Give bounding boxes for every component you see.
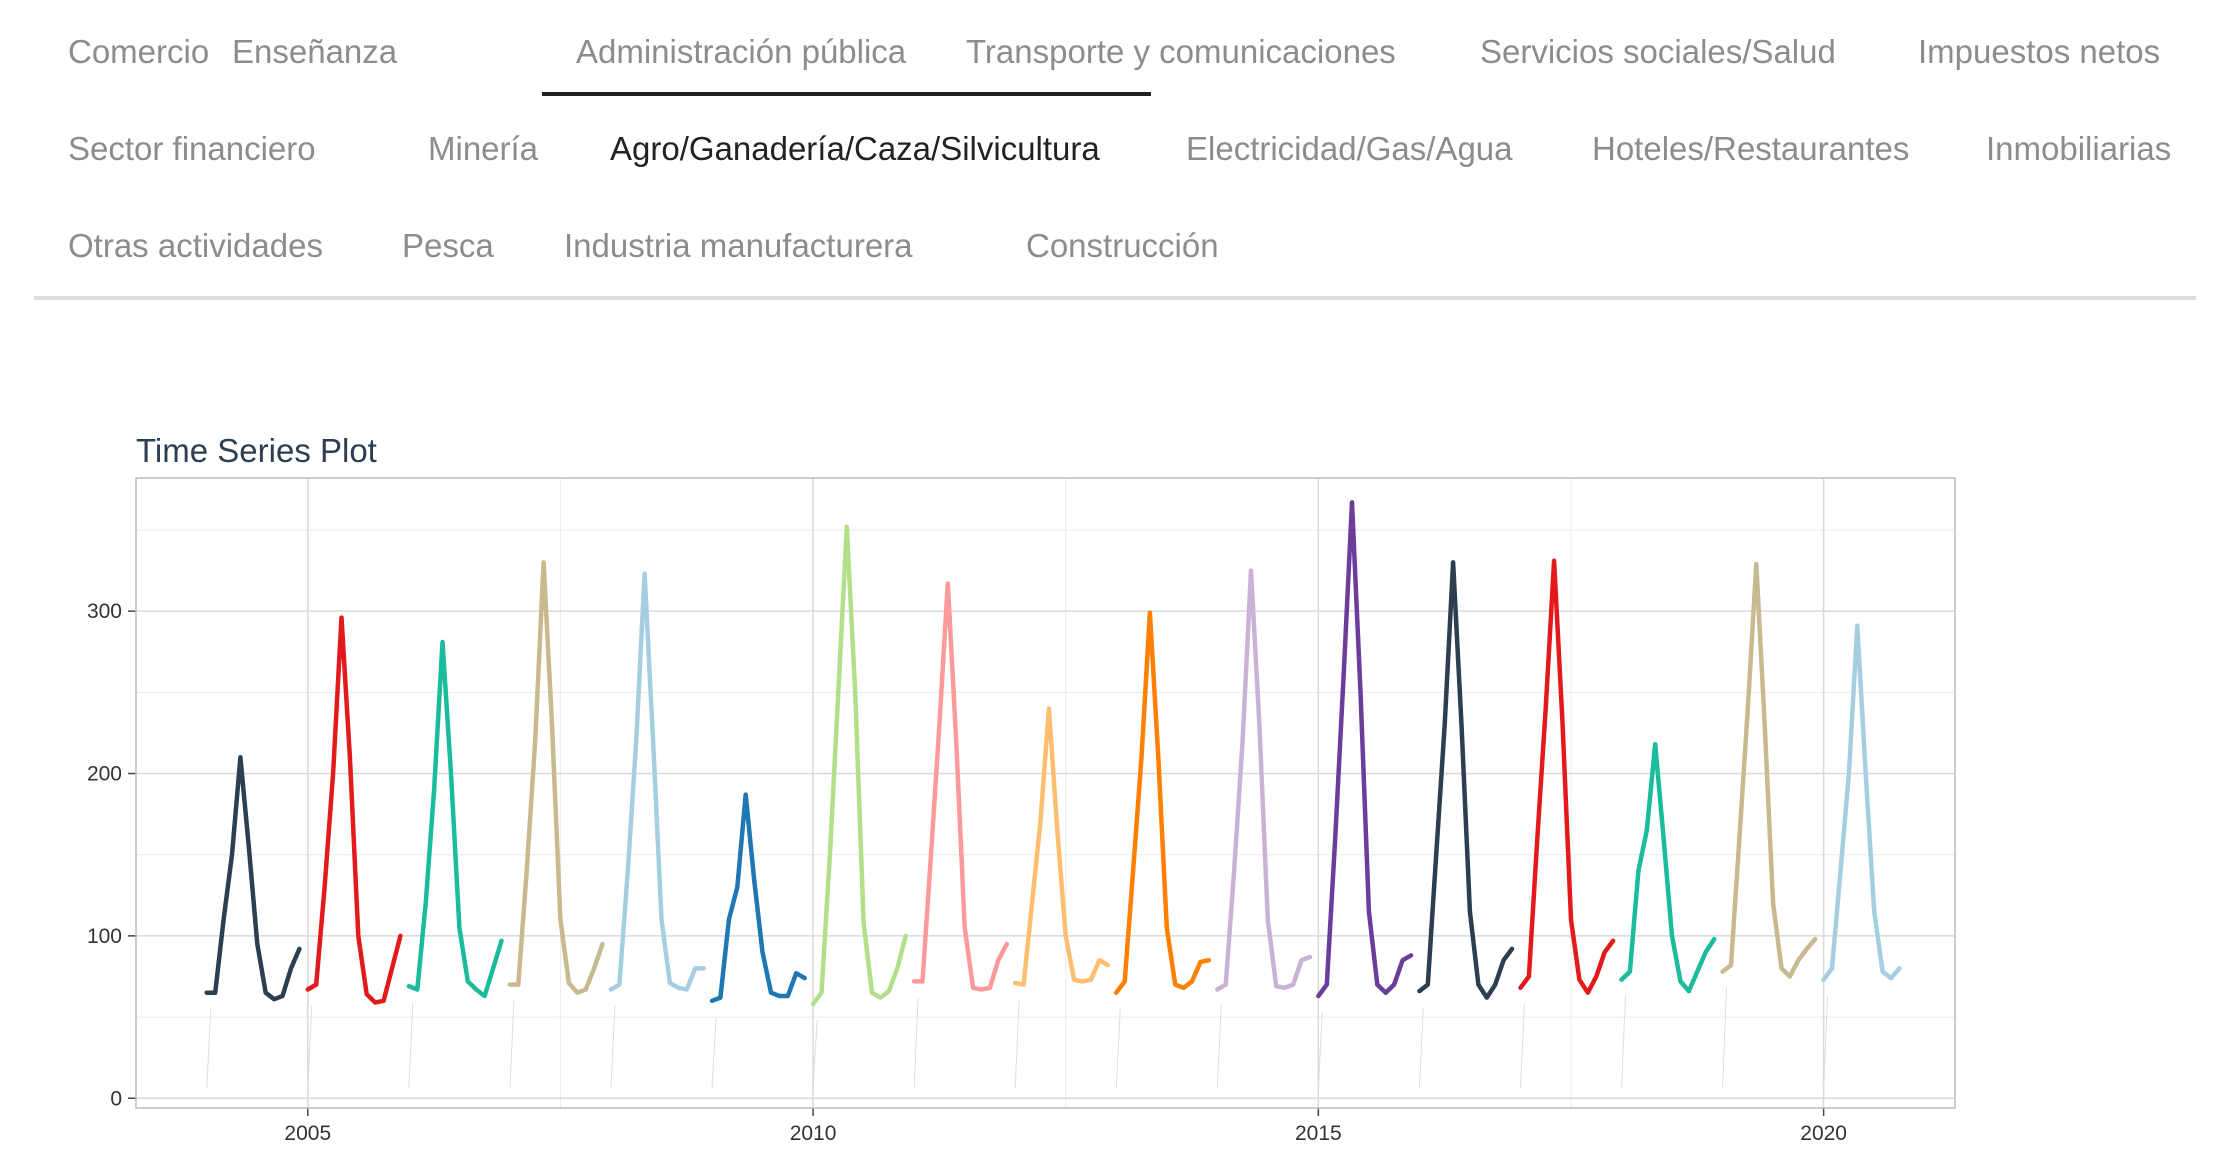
series-line-2011: [911, 581, 1010, 992]
chart-title: Time Series Plot: [136, 432, 377, 469]
series-connector: [610, 1005, 616, 1089]
time-series-chart: Time Series Plot 0 100 200 300 2005 2010 2015 2…: [87, 432, 1956, 1145]
x-tick-label: 2010: [790, 1122, 837, 1145]
tab-sector-financiero[interactable]: Sector financiero: [68, 130, 316, 167]
y-tick-label: 300: [87, 600, 122, 623]
series-line-2004: [204, 755, 302, 1002]
series-line-2013: [1113, 610, 1212, 995]
tab-electricidad-gas-agua[interactable]: Electricidad/Gas/Agua: [1186, 130, 1513, 167]
tab-pesca[interactable]: Pesca: [402, 227, 494, 264]
series-line-2008: [608, 571, 706, 992]
series-connector: [1621, 995, 1627, 1089]
series-line-2017: [1518, 558, 1616, 995]
series-line-2012: [1012, 706, 1111, 987]
series-connector: [1216, 1005, 1222, 1089]
sector-tabs: Comercio Enseñanza Administración públic…: [34, 0, 2196, 300]
tab-hoteles-restaurantes[interactable]: Hoteles/Restaurantes: [1592, 130, 1910, 167]
series-line-2015: [1316, 500, 1414, 999]
series-line-2018: [1619, 742, 1717, 994]
series-connector: [509, 1000, 515, 1089]
tab-impuestos-netos[interactable]: Impuestos netos: [1918, 33, 2161, 70]
series-line-2020: [1821, 623, 1902, 982]
plot-frame: [135, 477, 1956, 1109]
series-line-2007: [507, 560, 605, 995]
x-tick-label: 2020: [1800, 1122, 1847, 1145]
tab-inmobiliarias[interactable]: Inmobiliarias: [1986, 130, 2172, 167]
tab-construccion[interactable]: Construcción: [1026, 227, 1219, 264]
series-connector: [1014, 999, 1020, 1089]
y-tick-label: 100: [87, 925, 122, 948]
tab-servicios-sociales-salud[interactable]: Servicios sociales/Salud: [1480, 33, 1836, 70]
tab-otras-actividades[interactable]: Otras actividades: [68, 227, 323, 264]
series-lines: [204, 500, 1902, 1089]
y-tick-label: 0: [110, 1087, 122, 1110]
series-connector: [711, 1017, 717, 1089]
x-tick-label: 2005: [284, 1122, 331, 1145]
tab-agro-ganaderia[interactable]: Agro/Ganadería/Caza/Silvicultura: [610, 130, 1100, 167]
series-connector: [913, 997, 919, 1089]
series-line-2005: [305, 615, 403, 1005]
series-connector: [1317, 1012, 1323, 1089]
tab-administracion-publica[interactable]: Administración pública: [542, 0, 1151, 96]
x-tick-label: 2015: [1295, 1122, 1342, 1145]
tab-mineria[interactable]: Minería: [428, 130, 539, 167]
series-line-2009: [709, 792, 807, 1004]
grid-lines: [136, 478, 1955, 1108]
series-connector: [1823, 995, 1829, 1089]
series-connector: [812, 1020, 818, 1089]
series-connector: [1519, 1004, 1525, 1089]
series-line-2016: [1417, 560, 1515, 1000]
series-line-2006: [406, 639, 504, 999]
series-line-2010: [810, 524, 908, 1007]
series-connector: [1115, 1008, 1121, 1089]
tab-comercio[interactable]: Comercio: [68, 33, 210, 70]
series-connector: [206, 1008, 212, 1089]
y-tick-label: 200: [87, 763, 122, 786]
tab-ensenanza[interactable]: Enseñanza: [232, 33, 398, 70]
series-connector: [307, 1005, 313, 1089]
series-connector: [1722, 987, 1728, 1089]
tab-transporte-comunicaciones[interactable]: Transporte y comunicaciones: [966, 33, 1396, 70]
axis-ticks: 0 100 200 300 2005 2010 2015 2020: [87, 600, 1847, 1145]
series-connector: [1418, 1007, 1424, 1089]
series-line-2014: [1215, 568, 1313, 992]
series-line-2019: [1720, 561, 1818, 979]
tab-industria-manufacturera[interactable]: Industria manufacturera: [564, 227, 913, 264]
series-connector: [408, 1002, 414, 1089]
